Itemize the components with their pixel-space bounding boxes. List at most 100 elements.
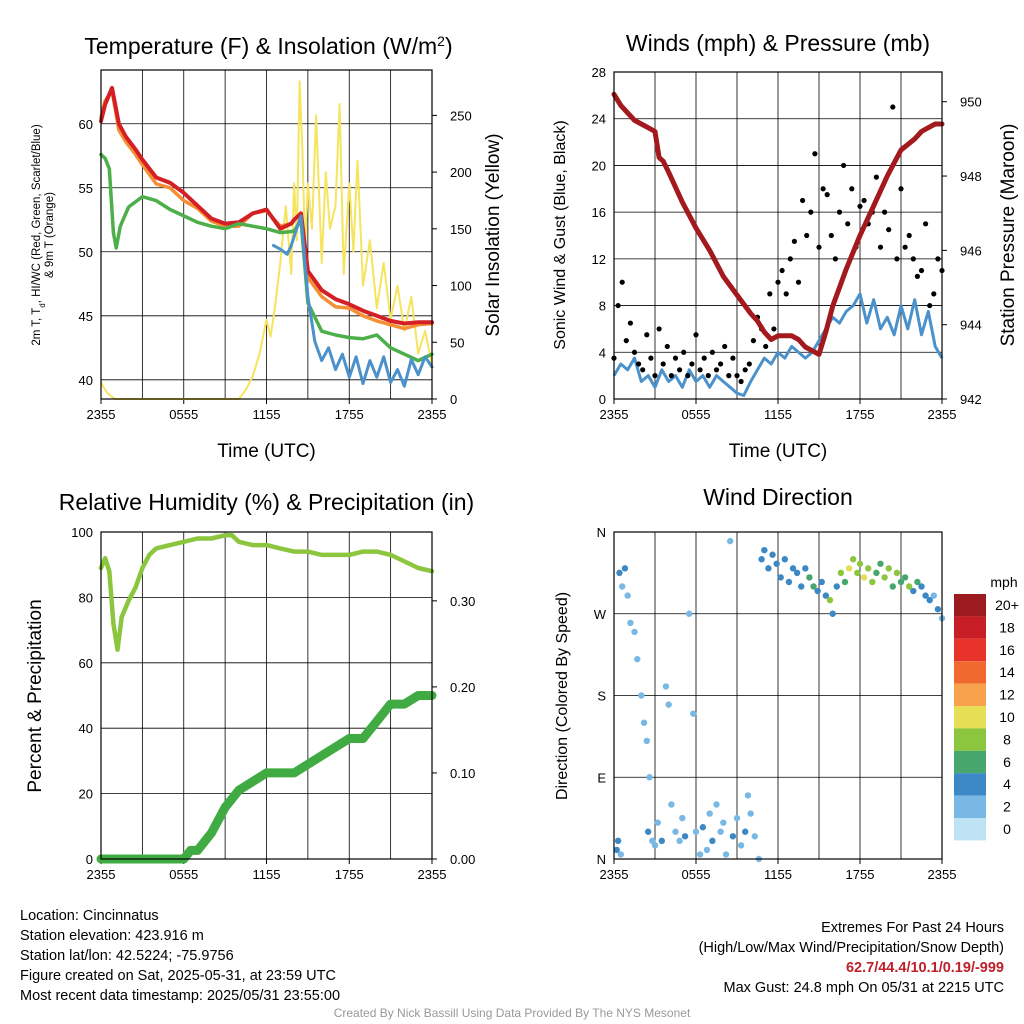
y-tick-label: 24 <box>592 112 606 127</box>
direction-point <box>856 560 864 567</box>
direction-point <box>744 792 752 799</box>
direction-point <box>845 565 853 572</box>
gust-point <box>627 320 634 326</box>
y2-tick-label: 948 <box>960 169 982 184</box>
direction-point <box>789 565 797 572</box>
direction-title: Wind Direction <box>703 484 853 510</box>
gust-point <box>767 291 773 297</box>
x-tick-label: 2355 <box>928 867 957 882</box>
direction-point <box>742 828 749 835</box>
direction-point <box>621 565 629 572</box>
direction-point <box>634 655 641 663</box>
y-tick-label: 100 <box>71 525 93 540</box>
gust-point <box>623 338 629 344</box>
direction-tick-label: E <box>597 770 606 785</box>
y2-tick-label: 0.00 <box>450 852 475 867</box>
legend-swatch <box>954 683 986 706</box>
x-tick-label: 1755 <box>846 407 875 422</box>
winds-title: Winds (mph) & Pressure (mb) <box>626 30 930 56</box>
direction-point <box>781 556 789 563</box>
direction-point <box>709 837 716 845</box>
gust-point <box>787 256 793 262</box>
y2-tick-label: 0 <box>450 392 457 407</box>
direction-tick-label: S <box>597 689 606 704</box>
gust-point <box>918 267 925 274</box>
gust-point <box>648 355 654 361</box>
y2-tick-label: 150 <box>450 222 472 237</box>
x-tick-label: 2355 <box>418 407 447 422</box>
gust-point <box>734 373 740 379</box>
pressure-ylabel: Station Pressure (Maroon) <box>998 124 1019 347</box>
direction-point <box>751 833 758 840</box>
temperature-panel: 2355 0555 1155 1755 2355 40 45 50 55 60 0 50 100 150 2… <box>31 33 504 462</box>
gust-point <box>927 302 933 309</box>
legend-label: 20+ <box>995 597 1019 613</box>
x-tick-label: 2355 <box>418 867 447 882</box>
legend-label: 12 <box>999 687 1015 703</box>
y2-tick-label: 50 <box>450 335 464 350</box>
direction-point <box>793 569 801 577</box>
direction-point <box>614 837 622 845</box>
direction-point <box>640 719 648 726</box>
humidity-ylabel: Percent & Precipitation <box>25 599 46 792</box>
gust-point <box>816 244 822 250</box>
y-tick-label: 8 <box>599 299 606 314</box>
x-tick-label: 1755 <box>335 867 364 882</box>
y-tick-label: 45 <box>79 309 93 324</box>
gust-point <box>636 361 642 367</box>
legend-swatch <box>954 616 986 639</box>
direction-point <box>810 583 817 590</box>
gust-point <box>828 232 834 239</box>
winds-xlabel: Time (UTC) <box>729 441 828 462</box>
gust-point <box>763 343 769 350</box>
y2-tick-label: 944 <box>960 318 982 333</box>
gust-point <box>693 332 699 338</box>
gust-point <box>783 291 789 297</box>
y-tick-label: 60 <box>79 656 93 671</box>
direction-point <box>877 560 884 567</box>
direction-point <box>889 583 896 590</box>
direction-point <box>758 556 765 563</box>
gust-point <box>709 349 716 355</box>
gust-point <box>861 197 867 204</box>
x-tick-label: 0555 <box>682 407 711 422</box>
red-temperature-line <box>99 85 434 326</box>
winds-ylabel: Sonic Wind & Gust (Blue, Black) <box>552 120 569 349</box>
gust-point <box>722 343 728 350</box>
station-elevation: Station elevation: 423.916 m <box>20 928 204 944</box>
gust-point <box>898 186 904 192</box>
direction-point <box>679 814 686 822</box>
y-tick-label: 0 <box>86 852 93 867</box>
legend-label: 18 <box>999 619 1015 635</box>
direction-point <box>897 578 905 586</box>
x-tick-label: 1155 <box>253 407 281 422</box>
recent-timestamp: Most recent data timestamp: 2025/05/31 2… <box>20 988 341 1004</box>
gust-point <box>631 349 638 355</box>
direction-point <box>685 610 693 617</box>
gust-point <box>677 367 683 373</box>
direction-point <box>818 578 825 586</box>
gust-point <box>820 186 826 192</box>
x-tick-label: 0555 <box>682 867 711 882</box>
direction-point <box>865 565 872 572</box>
y-tick-label: 40 <box>79 721 93 736</box>
direction-point <box>696 851 704 858</box>
legend-unit: mph <box>990 574 1017 590</box>
direction-point <box>814 587 821 595</box>
direction-point <box>717 828 724 835</box>
gust-point <box>619 279 625 285</box>
gust-point <box>726 373 732 379</box>
x-tick-label: 2355 <box>87 867 116 882</box>
credit-line: Created By Nick Bassill Using Data Provi… <box>333 1006 691 1020</box>
title-close: ) <box>445 33 453 59</box>
y-tick-label: 16 <box>592 205 606 220</box>
gust-point <box>841 162 847 169</box>
station-info: Location: Cincinnatus Station elevation:… <box>20 906 340 1006</box>
y-tick-label: 50 <box>79 245 93 260</box>
gust-point <box>681 349 687 355</box>
gust-point <box>906 232 912 239</box>
direction-point <box>644 828 652 835</box>
gust-point <box>791 238 798 244</box>
direction-point <box>627 619 634 627</box>
legend-label: 8 <box>1003 731 1011 747</box>
